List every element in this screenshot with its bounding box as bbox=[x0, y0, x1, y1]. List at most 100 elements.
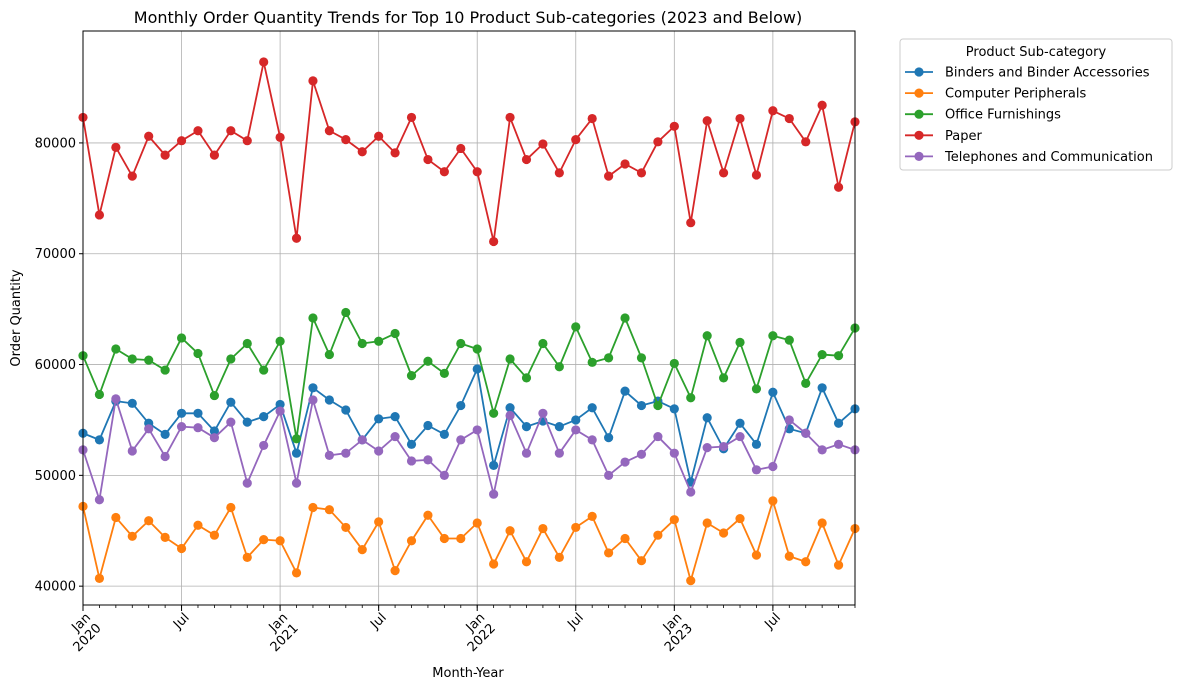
data-point bbox=[686, 393, 696, 403]
data-point bbox=[751, 170, 762, 180]
data-point bbox=[538, 139, 548, 149]
data-point bbox=[390, 431, 400, 442]
data-point bbox=[291, 478, 302, 488]
data-point bbox=[801, 378, 811, 388]
data-point bbox=[620, 386, 630, 396]
data-point bbox=[423, 510, 433, 520]
data-point bbox=[718, 373, 729, 383]
legend-label: Office Furnishings bbox=[945, 108, 1061, 123]
data-point bbox=[489, 408, 499, 418]
data-point bbox=[817, 383, 827, 393]
data-point bbox=[505, 410, 515, 421]
data-point bbox=[521, 421, 532, 432]
data-point bbox=[571, 322, 581, 332]
data-point bbox=[406, 439, 417, 449]
data-point bbox=[686, 218, 696, 228]
data-point bbox=[702, 443, 712, 453]
data-point bbox=[423, 420, 433, 431]
data-point bbox=[291, 434, 302, 444]
data-point bbox=[374, 336, 384, 346]
data-point bbox=[127, 398, 137, 408]
legend-swatch-marker bbox=[914, 151, 924, 161]
data-point bbox=[160, 150, 170, 160]
data-point bbox=[669, 404, 679, 414]
data-point bbox=[702, 413, 712, 423]
data-point bbox=[817, 518, 827, 528]
data-point bbox=[144, 424, 154, 434]
data-point bbox=[275, 399, 285, 410]
data-point bbox=[324, 395, 334, 405]
data-point bbox=[833, 351, 844, 361]
data-point bbox=[801, 137, 811, 147]
data-point bbox=[160, 429, 170, 439]
data-point bbox=[275, 132, 285, 142]
x-axis-label: Month-Year bbox=[432, 666, 504, 681]
data-point bbox=[176, 421, 187, 432]
data-point bbox=[653, 400, 663, 411]
data-point bbox=[472, 344, 482, 354]
data-point bbox=[669, 448, 679, 458]
data-point bbox=[439, 533, 449, 544]
data-point bbox=[259, 365, 269, 375]
data-point bbox=[768, 106, 778, 116]
data-point bbox=[357, 338, 367, 349]
series-telephones-and-communication bbox=[78, 394, 860, 505]
data-point bbox=[571, 415, 581, 425]
legend-entry: Office Furnishings bbox=[905, 108, 1061, 123]
data-point bbox=[226, 126, 236, 136]
data-point bbox=[784, 551, 794, 561]
data-point bbox=[308, 502, 318, 513]
data-point bbox=[127, 171, 137, 181]
data-point bbox=[259, 535, 269, 545]
y-tick-label: 60000 bbox=[35, 358, 76, 373]
data-point bbox=[817, 100, 827, 110]
data-point bbox=[489, 236, 499, 247]
chart-title: Monthly Order Quantity Trends for Top 10… bbox=[134, 8, 802, 27]
data-point bbox=[406, 371, 417, 381]
legend-swatch-marker bbox=[914, 67, 924, 77]
data-point bbox=[127, 446, 137, 456]
data-point bbox=[341, 522, 351, 533]
data-point bbox=[275, 536, 285, 546]
data-point bbox=[111, 394, 121, 404]
data-point bbox=[291, 568, 302, 578]
data-point bbox=[718, 168, 729, 178]
data-point bbox=[374, 131, 384, 141]
data-point bbox=[259, 57, 269, 67]
data-point bbox=[718, 441, 729, 452]
y-tick-label: 40000 bbox=[35, 580, 76, 595]
data-point bbox=[669, 515, 679, 525]
data-point bbox=[324, 450, 334, 461]
data-point bbox=[489, 460, 499, 470]
data-point bbox=[751, 384, 762, 394]
data-point bbox=[291, 233, 302, 243]
data-point bbox=[144, 131, 154, 141]
legend-box bbox=[899, 38, 1173, 171]
data-point bbox=[686, 487, 696, 497]
data-point bbox=[587, 113, 597, 124]
data-point bbox=[324, 505, 334, 515]
data-point bbox=[406, 456, 417, 466]
series-layer bbox=[78, 57, 860, 586]
data-point bbox=[374, 517, 384, 527]
data-point bbox=[620, 457, 630, 467]
data-point bbox=[439, 167, 449, 177]
data-point bbox=[259, 412, 269, 422]
data-point bbox=[160, 365, 170, 375]
data-point bbox=[439, 368, 449, 379]
data-point bbox=[751, 550, 762, 560]
data-point bbox=[439, 470, 449, 480]
data-point bbox=[374, 446, 384, 456]
data-point bbox=[94, 573, 105, 584]
data-point bbox=[521, 154, 532, 165]
data-point bbox=[193, 423, 203, 433]
data-point bbox=[144, 355, 154, 365]
data-point bbox=[735, 113, 745, 124]
data-point bbox=[226, 397, 236, 407]
data-point bbox=[653, 431, 663, 442]
data-point bbox=[817, 349, 827, 360]
data-point bbox=[193, 408, 203, 418]
data-point bbox=[111, 142, 121, 152]
data-point bbox=[160, 532, 170, 543]
data-point bbox=[406, 536, 417, 546]
